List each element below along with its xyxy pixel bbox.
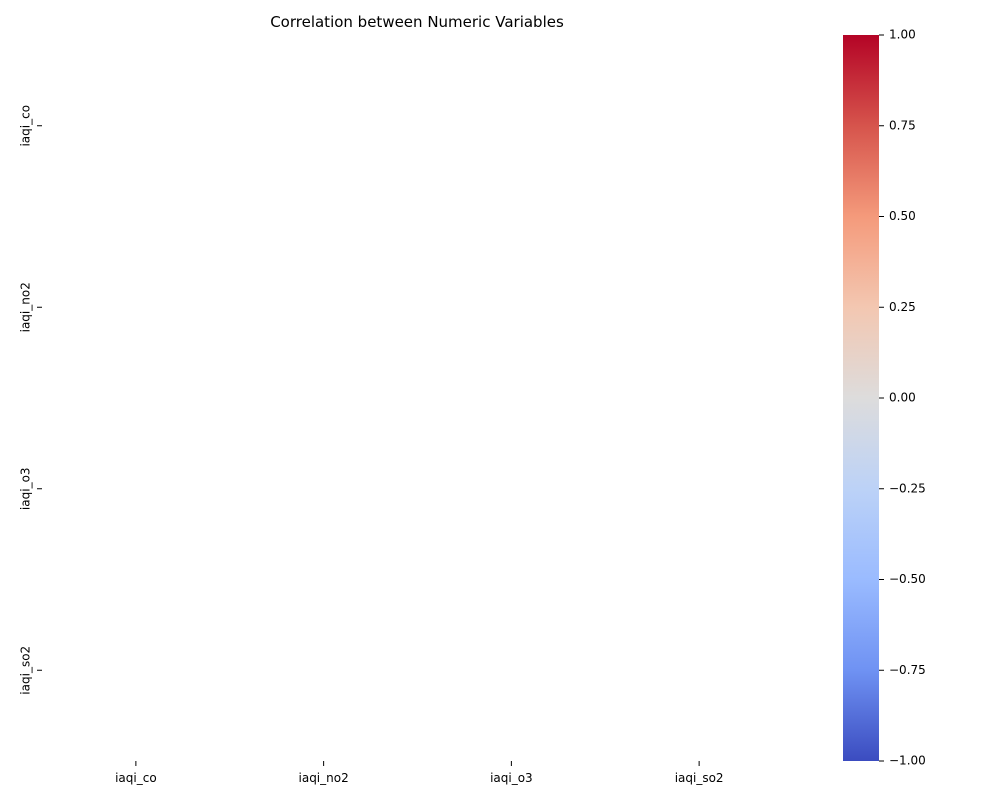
heatmap-cell (42, 216, 230, 398)
heatmap-cell (605, 398, 793, 580)
colorbar-tick-label: 0.75 (889, 118, 916, 132)
x-tick-label: iaqi_no2 (299, 771, 349, 785)
colorbar-tick-label: −1.00 (889, 754, 926, 768)
chart-title: Correlation between Numeric Variables (270, 13, 564, 31)
x-tick-label: iaqi_o3 (490, 771, 533, 785)
colorbar-tick-label: −0.25 (889, 481, 926, 495)
heatmap-cell (605, 579, 793, 761)
colorbar-gradient (843, 35, 879, 761)
y-tick-label: iaqi_co (19, 105, 33, 147)
colorbar-tick-label: 0.50 (889, 209, 916, 223)
heatmap-cell (229, 398, 418, 580)
y-axis: iaqi_co iaqi_no2 iaqi_o3 iaqi_so2 (19, 105, 42, 695)
colorbar-tick-label: 0.25 (889, 300, 916, 314)
colorbar-tick-label: 1.00 (889, 28, 916, 42)
heatmap-cell (417, 579, 606, 761)
y-tick-label: iaqi_so2 (19, 646, 33, 695)
heatmap-cells (42, 35, 793, 761)
colorbar-tick-label: −0.50 (889, 572, 926, 586)
heatmap-cell (229, 35, 418, 217)
heatmap-cell (42, 398, 230, 580)
colorbar-tick-label: 0.00 (889, 391, 916, 405)
colorbar: 1.00 0.75 0.50 0.25 0.00 −0.25 −0.50 −0.75 −1.00 (843, 28, 926, 768)
x-tick-label: iaqi_so2 (675, 771, 724, 785)
x-axis: iaqi_co iaqi_no2 iaqi_o3 iaqi_so2 (115, 761, 724, 785)
heatmap-cell (229, 216, 418, 398)
heatmap-cell (605, 35, 793, 217)
heatmap-cell (417, 216, 606, 398)
y-tick-label: iaqi_o3 (19, 467, 33, 510)
colorbar-ticks: 1.00 0.75 0.50 0.25 0.00 −0.25 −0.50 −0.75 −1.00 (879, 28, 926, 768)
colorbar-tick-label: −0.75 (889, 663, 926, 677)
heatmap-cell (605, 216, 793, 398)
heatmap-cell (417, 35, 606, 217)
y-tick-label: iaqi_no2 (19, 282, 33, 332)
heatmap-cell (417, 398, 606, 580)
heatmap-cell (229, 579, 418, 761)
heatmap-cell (42, 35, 230, 217)
x-tick-label: iaqi_co (115, 771, 157, 785)
heatmap-cell (42, 579, 230, 761)
